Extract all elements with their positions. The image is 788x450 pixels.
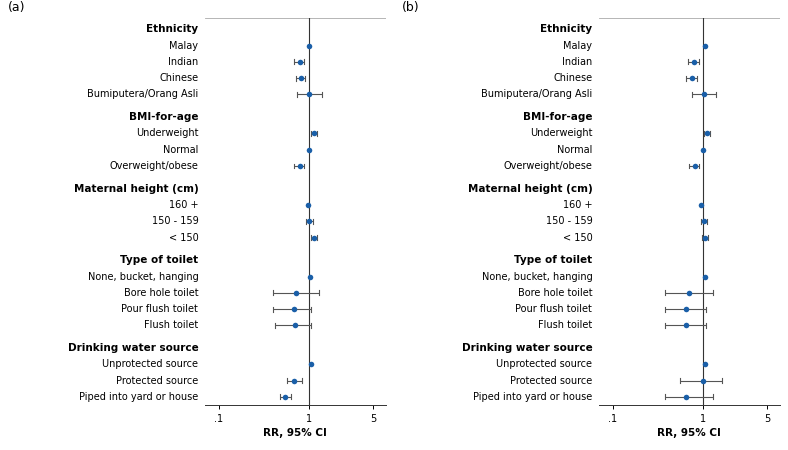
Text: Ethnicity: Ethnicity bbox=[146, 24, 199, 34]
Text: Malay: Malay bbox=[169, 40, 199, 51]
Text: Piped into yard or house: Piped into yard or house bbox=[473, 392, 593, 402]
Text: Indian: Indian bbox=[168, 57, 199, 67]
Text: Type of toilet: Type of toilet bbox=[120, 255, 199, 266]
Text: Drinking water source: Drinking water source bbox=[68, 343, 199, 353]
Text: Pour flush toilet: Pour flush toilet bbox=[121, 304, 199, 314]
Text: Piped into yard or house: Piped into yard or house bbox=[79, 392, 199, 402]
Text: Chinese: Chinese bbox=[553, 73, 593, 83]
Text: Overweight/obese: Overweight/obese bbox=[504, 161, 593, 171]
Text: Malay: Malay bbox=[563, 40, 593, 51]
Text: None, bucket, hanging: None, bucket, hanging bbox=[87, 271, 199, 282]
Text: Indian: Indian bbox=[562, 57, 593, 67]
Text: 150 - 159: 150 - 159 bbox=[151, 216, 199, 226]
Text: Type of toilet: Type of toilet bbox=[514, 255, 593, 266]
Text: Chinese: Chinese bbox=[159, 73, 199, 83]
Text: (a): (a) bbox=[8, 0, 25, 13]
Text: Normal: Normal bbox=[557, 145, 593, 155]
Text: Flush toilet: Flush toilet bbox=[144, 320, 199, 330]
Text: Drinking water source: Drinking water source bbox=[462, 343, 593, 353]
Text: Underweight: Underweight bbox=[530, 128, 593, 139]
X-axis label: RR, 95% CI: RR, 95% CI bbox=[263, 428, 327, 438]
Text: Pour flush toilet: Pour flush toilet bbox=[515, 304, 593, 314]
Text: Normal: Normal bbox=[163, 145, 199, 155]
Text: Bumiputera/Orang Asli: Bumiputera/Orang Asli bbox=[481, 90, 593, 99]
Text: Protected source: Protected source bbox=[116, 376, 199, 386]
Text: 150 - 159: 150 - 159 bbox=[545, 216, 593, 226]
Text: Bore hole toilet: Bore hole toilet bbox=[124, 288, 199, 298]
Text: Bumiputera/Orang Asli: Bumiputera/Orang Asli bbox=[87, 90, 199, 99]
Text: BMI-for-age: BMI-for-age bbox=[522, 112, 593, 122]
Text: Flush toilet: Flush toilet bbox=[538, 320, 593, 330]
Text: Unprotected source: Unprotected source bbox=[496, 360, 593, 369]
Text: Bore hole toilet: Bore hole toilet bbox=[518, 288, 593, 298]
Text: Underweight: Underweight bbox=[136, 128, 199, 139]
Text: None, bucket, hanging: None, bucket, hanging bbox=[481, 271, 593, 282]
Text: Ethnicity: Ethnicity bbox=[540, 24, 593, 34]
Text: BMI-for-age: BMI-for-age bbox=[128, 112, 199, 122]
Text: 160 +: 160 + bbox=[563, 200, 593, 210]
Text: Unprotected source: Unprotected source bbox=[102, 360, 199, 369]
Text: Maternal height (cm): Maternal height (cm) bbox=[467, 184, 593, 194]
X-axis label: RR, 95% CI: RR, 95% CI bbox=[657, 428, 721, 438]
Text: (b): (b) bbox=[402, 0, 419, 13]
Text: Maternal height (cm): Maternal height (cm) bbox=[73, 184, 199, 194]
Text: 160 +: 160 + bbox=[169, 200, 199, 210]
Text: < 150: < 150 bbox=[169, 233, 199, 243]
Text: < 150: < 150 bbox=[563, 233, 593, 243]
Text: Protected source: Protected source bbox=[510, 376, 593, 386]
Text: Overweight/obese: Overweight/obese bbox=[110, 161, 199, 171]
